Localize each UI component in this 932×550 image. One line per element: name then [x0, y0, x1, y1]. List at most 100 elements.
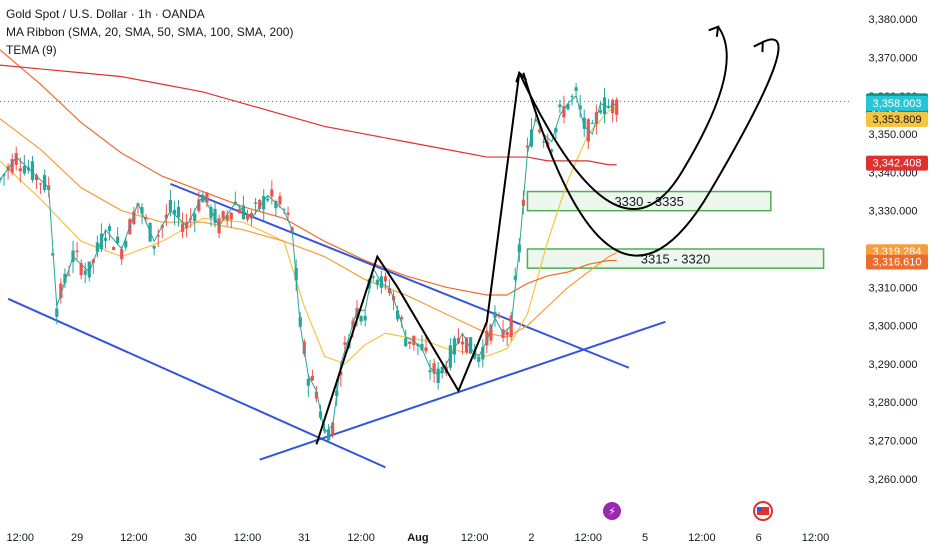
projection-curve-lower	[522, 38, 780, 257]
candle-body	[314, 391, 319, 399]
price-axis[interactable]: 3,260.000 3,270.000 3,280.000 3,290.000 3,30…	[852, 0, 932, 550]
arrowhead-peak	[515, 70, 527, 83]
candle-body	[132, 211, 136, 225]
candle-body	[598, 110, 603, 113]
candle-body	[237, 209, 241, 214]
candle-body	[615, 99, 619, 115]
candle-body	[473, 350, 477, 359]
support-zones: 3330 - 3335 3315 - 3320	[526, 190, 825, 269]
candle-body	[538, 129, 542, 133]
y-tick-label: 3,280.000	[869, 397, 918, 409]
trendlines	[7, 182, 666, 469]
candle-body	[310, 375, 314, 381]
candle-body	[611, 99, 615, 114]
candle-body	[582, 117, 586, 129]
support-zone-box	[526, 248, 825, 269]
support-zone-label: 3315 - 3320	[641, 252, 710, 267]
candle-body	[193, 213, 197, 221]
candle-body	[550, 149, 554, 152]
candle-body	[241, 205, 246, 220]
candle-body	[383, 276, 388, 282]
tema-legend[interactable]: TEMA (9)	[6, 43, 57, 57]
candle-body	[205, 192, 209, 203]
candle-body	[34, 175, 39, 181]
y-tick-label: 3,300.000	[869, 321, 918, 333]
candle-body	[282, 209, 286, 211]
candle-body	[209, 207, 213, 218]
candle-body	[278, 196, 282, 205]
candle-body	[168, 199, 172, 212]
chart-title[interactable]: Gold Spot / U.S. Dollar · 1h · OANDA	[6, 7, 205, 21]
x-tick-label: 12:00	[347, 532, 375, 544]
price-tag-label: 3,342.408	[873, 158, 922, 170]
earnings-event-icon[interactable]	[603, 502, 621, 520]
candle-body	[258, 199, 262, 209]
candle-body	[197, 199, 201, 211]
time-axis[interactable]: 12:00 29 12:00 30 12:00 31 12:00 Aug 12:00 2 12:00…	[0, 498, 932, 550]
event-icons[interactable]: ⚡	[603, 501, 773, 521]
x-tick-label: 12:00	[688, 532, 716, 544]
x-tick-label: 12:00	[575, 532, 603, 544]
candle-body	[355, 308, 359, 319]
candle-body	[396, 310, 400, 320]
candle-body	[156, 235, 160, 237]
candle-body	[249, 213, 254, 219]
x-tick-label: Aug	[407, 532, 428, 544]
candle-body	[164, 214, 168, 219]
candle-body	[120, 249, 124, 260]
candle-body	[274, 201, 278, 209]
candle-body	[387, 288, 392, 294]
candle-body	[375, 279, 379, 285]
candle-body	[505, 332, 509, 336]
flag-stripes-icon	[757, 507, 769, 515]
candle-body	[144, 217, 148, 219]
lightning-icon: ⚡	[608, 505, 616, 518]
candle-body	[30, 161, 35, 180]
candle-body	[562, 106, 566, 118]
candle-body	[266, 198, 270, 201]
candle-body	[578, 105, 582, 110]
candle-body	[554, 128, 558, 133]
candle-body	[363, 315, 367, 321]
candle-body	[497, 314, 501, 317]
candle-body	[14, 153, 18, 165]
candle-body	[420, 343, 424, 351]
candle-body	[306, 378, 310, 386]
candle-body	[464, 337, 469, 353]
y-tick-label: 3,260.000	[869, 474, 918, 486]
zigzag-path	[315, 72, 521, 445]
candle-body	[245, 213, 250, 220]
candle-body	[140, 207, 144, 214]
candle-body	[172, 209, 177, 215]
candle-body	[67, 274, 71, 276]
y-tick-label: 3,270.000	[869, 436, 918, 448]
y-tick-label: 3,350.000	[869, 129, 918, 141]
descending-support-line	[7, 297, 386, 469]
candle-body	[43, 175, 47, 190]
x-tick-label: 12:00	[461, 532, 489, 544]
y-tick-label: 3,370.000	[869, 52, 918, 64]
candle-body	[10, 159, 14, 173]
y-tick-label: 3,380.000	[869, 14, 918, 26]
ma-line-sma-20	[0, 106, 617, 365]
candle-body	[570, 96, 574, 98]
candle-body	[262, 195, 266, 210]
support-zone-box	[526, 190, 772, 212]
arrowhead-upper	[708, 25, 720, 37]
candle-body	[428, 370, 432, 373]
price-tag-box	[866, 95, 928, 111]
candle-body	[87, 261, 91, 278]
candle-body	[460, 341, 465, 345]
ma-ribbon-legend[interactable]: MA Ribbon (SMA, 20, SMA, 50, SMA, 100, S…	[6, 25, 294, 39]
candle-body	[322, 429, 327, 431]
price-axis-bg	[852, 0, 932, 550]
candle-body	[116, 236, 120, 244]
x-tick-label: 12:00	[120, 532, 148, 544]
candle-body	[55, 308, 59, 317]
x-tick-label: 2	[528, 532, 534, 544]
x-tick-label: 30	[185, 532, 197, 544]
candle-body	[343, 342, 347, 345]
candle-body	[513, 276, 517, 280]
projection-curve-upper	[518, 26, 728, 210]
